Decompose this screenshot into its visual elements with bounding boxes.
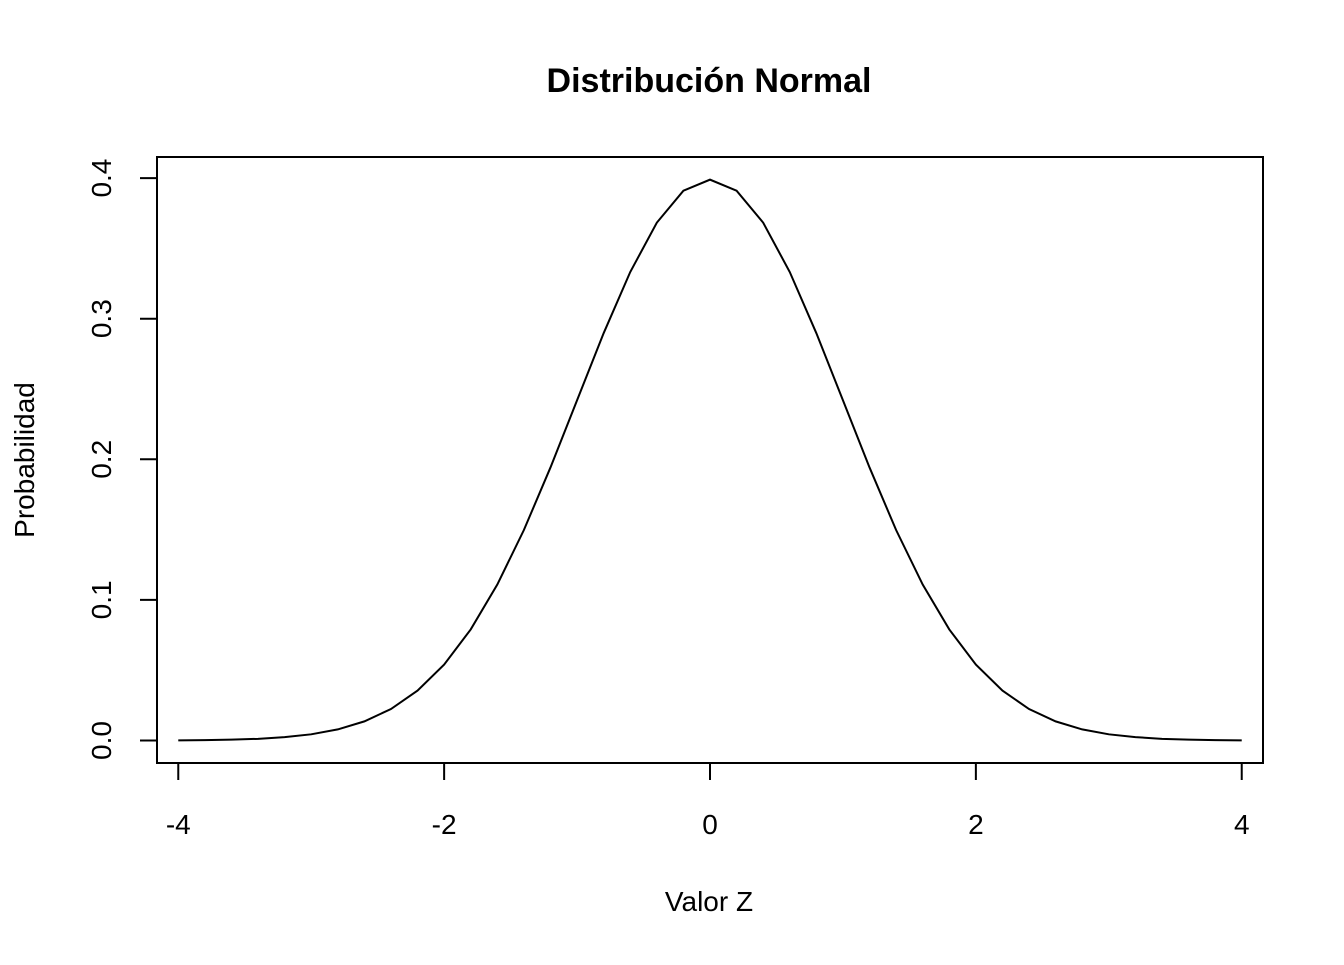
y-tick-label: 0.0 (86, 721, 117, 760)
x-axis-label: Valor Z (665, 886, 753, 917)
x-tick-label: -4 (166, 809, 191, 840)
x-tick-label: 2 (968, 809, 984, 840)
y-tick-label: 0.2 (86, 440, 117, 479)
x-axis: -4 -2 0 2 4 (166, 762, 1250, 840)
y-tick-label: 0.4 (86, 159, 117, 198)
x-tick-label: 4 (1234, 809, 1250, 840)
x-tick-label: -2 (432, 809, 457, 840)
plot-frame (156, 156, 1264, 764)
y-tick-label: 0.3 (86, 299, 117, 338)
chart-title: Distribución Normal (547, 62, 872, 100)
x-tick-label: 0 (702, 809, 718, 840)
y-tick-label: 0.1 (86, 580, 117, 619)
series-line-normal-density (178, 178, 1242, 742)
y-axis: 0.0 0.1 0.2 0.3 0.4 (86, 159, 158, 760)
y-axis-label: Probabilidad (9, 382, 40, 538)
